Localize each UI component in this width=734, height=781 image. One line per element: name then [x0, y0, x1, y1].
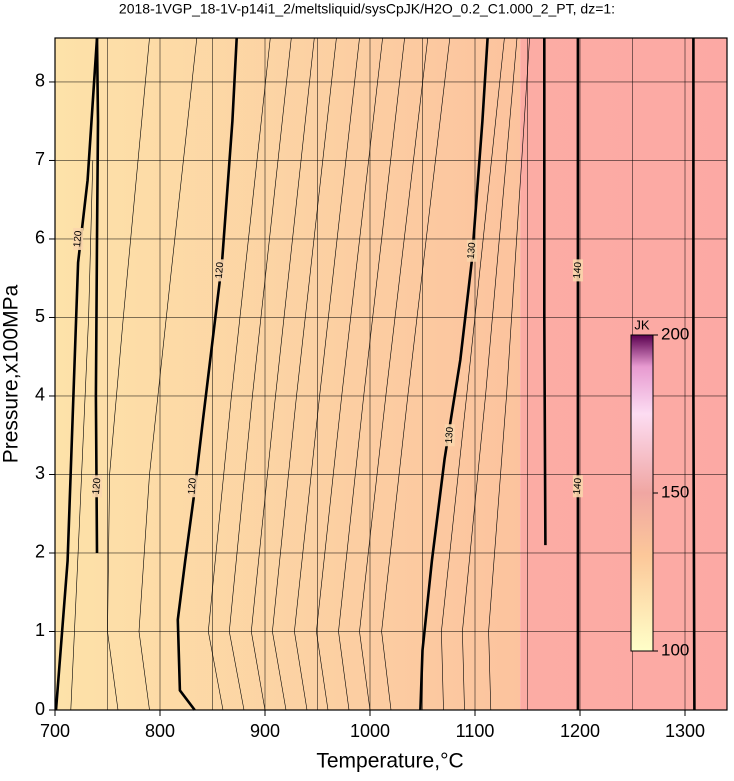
x-tick-label: 800 [145, 721, 175, 741]
colorbar [630, 334, 654, 652]
y-axis-label: Pressure,x100MPa [0, 284, 23, 463]
x-tick-label: 1200 [560, 721, 600, 741]
contour-label: 120 [186, 477, 198, 495]
x-tick-label: 1000 [350, 721, 390, 741]
y-tick-label: 4 [35, 385, 45, 405]
colorbar-tick-label: 150 [661, 482, 689, 501]
contour [250, 37, 315, 711]
contour-label: 130 [466, 242, 478, 260]
chart-title: 2018-1VGP_18-1V-p14i1_2/meltsliquid/sysC… [119, 1, 615, 17]
contour [462, 37, 518, 711]
contour [207, 37, 271, 711]
colorbar-tick-label: 100 [661, 640, 689, 659]
contour [441, 37, 505, 711]
contour-label: 120 [72, 230, 84, 248]
contour [70, 160, 94, 711]
contour-bold [176, 37, 238, 711]
contour [488, 37, 530, 711]
x-axis-label: Temperature,°C [316, 750, 463, 773]
contour [272, 37, 337, 711]
y-tick-label: 8 [35, 71, 45, 91]
contour-label: 120 [214, 261, 226, 279]
y-tick-label: 6 [35, 228, 45, 248]
contour-label-bg [466, 239, 477, 262]
contour-bold [54, 37, 99, 711]
background-band [520, 38, 727, 710]
y-tick-label: 1 [35, 620, 45, 640]
contour [294, 37, 360, 711]
contour-bold [543, 38, 547, 546]
contour-label: 120 [91, 477, 103, 495]
contour-bold [692, 38, 696, 711]
contour-label: 130 [444, 426, 456, 444]
contour-label-bg [572, 259, 583, 282]
contour [359, 37, 429, 711]
y-tick-label: 7 [35, 149, 45, 169]
contour [381, 37, 451, 711]
x-tick-label: 900 [250, 721, 280, 741]
contour-label-bg [73, 227, 84, 250]
contour [228, 37, 292, 711]
contour-label: 140 [572, 261, 584, 279]
contour-label-bg [572, 475, 583, 498]
contour-label-bg [444, 424, 455, 447]
contour [138, 37, 198, 711]
contour-bold [419, 37, 489, 711]
contour-label-bg [187, 475, 198, 498]
y-tick-label: 0 [35, 699, 45, 719]
contour-bold [94, 37, 100, 554]
colorbar-tick-label: 200 [661, 324, 689, 343]
contour-label-bg [92, 475, 102, 498]
y-tick-label: 2 [35, 542, 45, 562]
x-tick-label: 1100 [456, 721, 495, 741]
contour [316, 37, 383, 711]
background-band [55, 38, 521, 710]
contour-label: 140 [572, 477, 584, 495]
contour-label-bg [214, 259, 225, 282]
contour [338, 37, 405, 711]
plot-frame [54, 37, 728, 711]
contour [107, 37, 150, 711]
y-tick-label: 5 [35, 306, 45, 326]
x-tick-label: 1300 [665, 721, 705, 741]
x-tick-label: 700 [40, 721, 70, 741]
colorbar-label: JK [634, 317, 650, 332]
y-tick-label: 3 [35, 463, 45, 483]
